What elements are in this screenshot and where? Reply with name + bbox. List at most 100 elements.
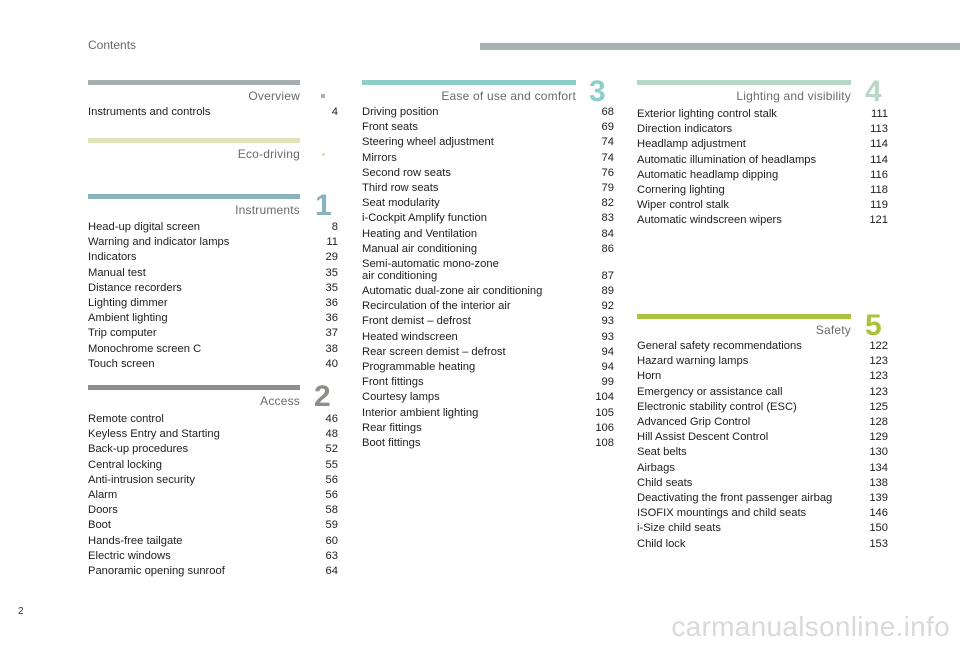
toc-entry[interactable]: Interior ambient lighting 105	[362, 406, 614, 421]
toc-entry[interactable]: Boot fittings 108	[362, 436, 614, 451]
toc-entry[interactable]: Rear screen demist – defrost 94	[362, 345, 614, 360]
toc-entry-page: 76	[601, 166, 614, 179]
header-contents-label: Contents	[88, 38, 137, 52]
toc-entry[interactable]: Touch screen 40	[88, 357, 338, 372]
toc-entry-label: Back-up procedures	[88, 443, 189, 456]
toc-entry[interactable]: Hill Assist Descent Control 129	[637, 430, 888, 445]
toc-entry-page: 79	[601, 182, 614, 195]
section-instruments-number: 1	[315, 189, 332, 222]
toc-entry-page: 138	[869, 476, 888, 489]
toc-entry-label: Head-up digital screen	[88, 221, 200, 233]
toc-entry[interactable]: Hazard warning lamps 123	[637, 354, 888, 369]
toc-entry[interactable]: Alarm 56	[88, 488, 338, 503]
toc-entry-page: 123	[869, 385, 888, 398]
toc-entry[interactable]: Back-up procedures 52	[88, 442, 338, 457]
toc-entry[interactable]: Heating and Ventilation 84	[362, 227, 614, 242]
toc-entry[interactable]: i-Cockpit Amplify function 83	[362, 211, 614, 226]
toc-entry[interactable]: Trip computer 37	[88, 326, 338, 341]
toc-entry[interactable]: Seat belts 130	[637, 445, 888, 460]
toc-entry-page: 60	[325, 534, 338, 547]
toc-entry[interactable]: Distance recorders 35	[88, 281, 338, 296]
toc-entry[interactable]: Seat modularity 82	[362, 196, 614, 211]
toc-entry[interactable]: Mirrors 74	[362, 151, 614, 166]
toc-entry-page: 87	[601, 269, 614, 282]
toc-entry[interactable]: Manual air conditioning 86	[362, 242, 614, 257]
toc-entry[interactable]: Automatic windscreen wipers 121	[637, 213, 888, 228]
section-ease-of-use-title: Ease of use and comfort	[441, 89, 576, 103]
toc-entry-label: Rear screen demist – defrost	[362, 345, 506, 358]
toc-entry[interactable]: Airbags 134	[637, 461, 888, 476]
toc-entry[interactable]: Front demist – defrost 93	[362, 314, 614, 329]
toc-entry[interactable]: Lighting dimmer 36	[88, 296, 338, 311]
section-safety-number: 5	[865, 309, 882, 342]
toc-entry[interactable]: Heated windscreen 93	[362, 330, 614, 345]
toc-entry[interactable]: Central locking 55	[88, 458, 338, 473]
toc-entry-label: Hazard warning lamps	[637, 355, 749, 368]
toc-entry[interactable]: Emergency or assistance call 123	[637, 385, 888, 400]
toc-entry[interactable]: Courtesy lamps 104	[362, 390, 614, 405]
toc-entry[interactable]: Monochrome screen C 38	[88, 342, 338, 357]
toc-entry[interactable]: Front fittings 99	[362, 375, 614, 390]
toc-entry[interactable]: Deactivating the front passenger airbag 1…	[637, 491, 888, 506]
toc-entry-label: Seat modularity	[362, 197, 440, 210]
toc-entry[interactable]: Headlamp adjustment 114	[637, 137, 888, 152]
toc-entry-label: Electronic stability control (ESC)	[637, 400, 797, 413]
toc-entry[interactable]: Semi-automatic mono-zone air conditionin…	[362, 258, 614, 282]
toc-entry[interactable]: Wiper control stalk 119	[637, 198, 888, 213]
section-lighting: Lighting and visibility	[637, 80, 851, 103]
toc-entry[interactable]: ISOFIX mountings and child seats 146	[637, 506, 888, 521]
section-overview-title: Overview	[248, 89, 300, 103]
section-instruments: Instruments	[88, 194, 300, 217]
toc-entry[interactable]: Exterior lighting control stalk 111	[637, 107, 888, 122]
toc-entry-page: 48	[325, 428, 338, 441]
toc-entry-label: Touch screen	[88, 357, 155, 370]
toc-entry[interactable]: Cornering lighting 118	[637, 183, 888, 198]
toc-entry-label: Recirculation of the interior air	[362, 300, 511, 313]
toc-entry[interactable]: Boot 59	[88, 518, 338, 533]
toc-entry[interactable]: Keyless Entry and Starting 48	[88, 427, 338, 442]
toc-entry[interactable]: Direction indicators 113	[637, 122, 888, 137]
toc-entry[interactable]: Advanced Grip Control 128	[637, 415, 888, 430]
toc-entry[interactable]: Automatic dual-zone air conditioning 89	[362, 284, 614, 299]
toc-entry[interactable]: Horn 123	[637, 369, 888, 384]
toc-entry[interactable]: Head-up digital screen 8	[88, 220, 338, 235]
toc-entry[interactable]: Instruments and controls 4	[88, 105, 338, 120]
toc-entry[interactable]: Second row seats 76	[362, 166, 614, 181]
toc-entry[interactable]: Child lock 153	[637, 537, 888, 552]
section-lighting-number: 4	[865, 75, 882, 108]
toc-entry[interactable]: Doors 58	[88, 503, 338, 518]
toc-entry[interactable]: General safety recommendations 122	[637, 339, 888, 354]
toc-entry[interactable]: Recirculation of the interior air 92	[362, 299, 614, 314]
toc-entry[interactable]: Hands-free tailgate 60	[88, 534, 338, 549]
toc-entry[interactable]: Driving position 68	[362, 105, 614, 120]
toc-entry[interactable]: Indicators 29	[88, 250, 338, 265]
toc-entry-label: Manual air conditioning	[362, 242, 478, 255]
toc-entry[interactable]: Remote control 46	[88, 412, 338, 427]
section-access: Access	[88, 385, 300, 408]
toc-entry[interactable]: Ambient lighting 36	[88, 311, 338, 326]
toc-entry-label: Automatic headlamp dipping	[637, 168, 779, 181]
toc-entry[interactable]: Automatic illumination of headlamps 114	[637, 153, 888, 168]
toc-entry[interactable]: Automatic headlamp dipping 116	[637, 168, 888, 183]
toc-entry[interactable]: Child seats 138	[637, 476, 888, 491]
toc-entry-label: Boot fittings	[362, 437, 421, 450]
toc-entry[interactable]: Electric windows 63	[88, 549, 338, 564]
instruments-entries: Head-up digital screen 8 Warning and indic…	[88, 220, 338, 372]
toc-entry-page: 130	[869, 446, 888, 459]
toc-entry[interactable]: Anti-intrusion security 56	[88, 473, 338, 488]
toc-entry[interactable]: Front seats 69	[362, 120, 614, 135]
toc-entry[interactable]: Programmable heating 94	[362, 360, 614, 375]
access-entries: Remote control 46 Keyless Entry and Starti…	[88, 412, 338, 579]
toc-entry-page: 94	[601, 361, 614, 374]
toc-entry[interactable]: Rear fittings 106	[362, 421, 614, 436]
toc-entry[interactable]: Steering wheel adjustment 74	[362, 135, 614, 150]
section-safety-title: Safety	[815, 323, 851, 337]
toc-entry[interactable]: Electronic stability control (ESC) 125	[637, 400, 888, 415]
toc-entry[interactable]: i-Size child seats 150	[637, 521, 888, 536]
section-eco-driving-title: Eco-driving	[237, 147, 300, 161]
toc-entry-page: 108	[595, 437, 614, 450]
toc-entry[interactable]: Panoramic opening sunroof 64	[88, 564, 338, 579]
toc-entry[interactable]: Warning and indicator lamps 11	[88, 235, 338, 250]
toc-entry[interactable]: Third row seats 79	[362, 181, 614, 196]
toc-entry[interactable]: Manual test 35	[88, 266, 338, 281]
